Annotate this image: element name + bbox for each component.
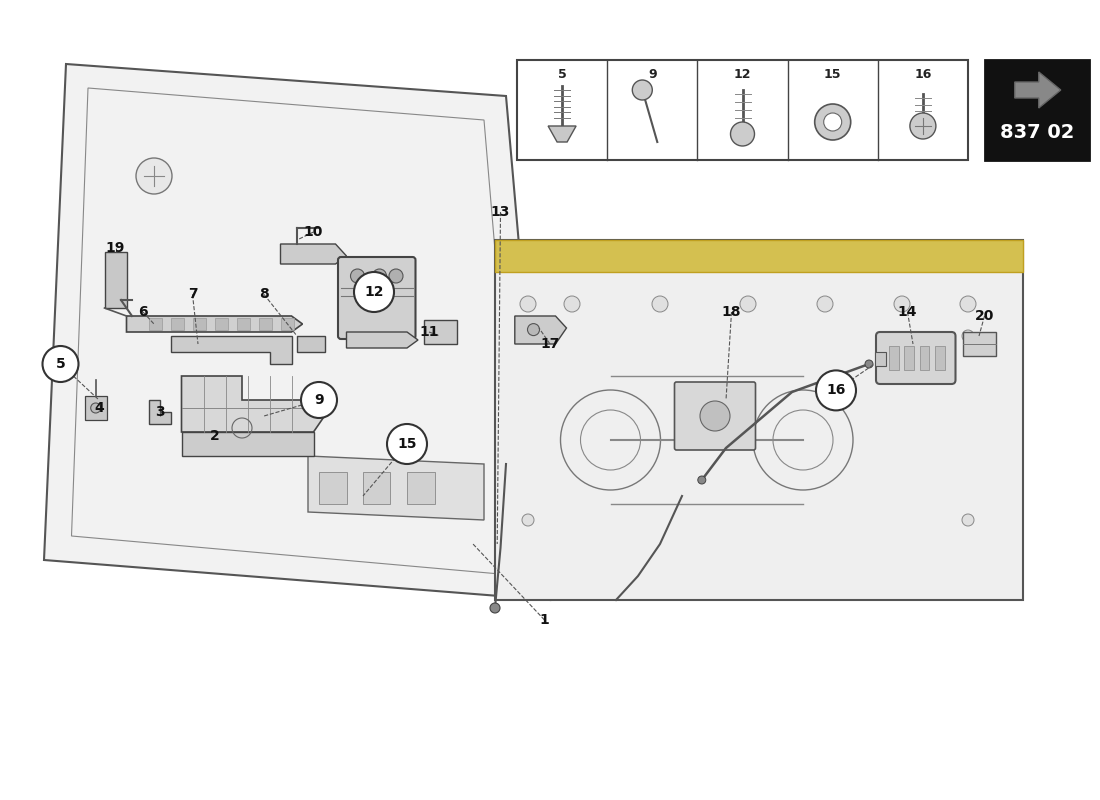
Bar bbox=[904, 346, 914, 370]
Polygon shape bbox=[495, 240, 1023, 272]
Bar bbox=[935, 346, 945, 370]
Text: 8: 8 bbox=[260, 287, 268, 302]
Bar bbox=[920, 346, 929, 370]
Circle shape bbox=[301, 382, 337, 418]
Polygon shape bbox=[424, 320, 456, 344]
Text: 6: 6 bbox=[139, 305, 147, 319]
Bar bbox=[85, 396, 107, 420]
Text: 12: 12 bbox=[364, 285, 384, 299]
Bar bbox=[148, 318, 162, 330]
Bar bbox=[984, 60, 1089, 160]
Circle shape bbox=[824, 113, 842, 131]
Bar bbox=[170, 318, 184, 330]
Circle shape bbox=[43, 346, 78, 382]
FancyBboxPatch shape bbox=[338, 257, 416, 339]
Circle shape bbox=[389, 269, 403, 283]
Circle shape bbox=[373, 269, 386, 283]
FancyBboxPatch shape bbox=[876, 332, 956, 384]
Circle shape bbox=[528, 323, 539, 336]
Polygon shape bbox=[308, 456, 484, 520]
Text: 4: 4 bbox=[95, 401, 103, 415]
Polygon shape bbox=[104, 252, 126, 308]
Bar bbox=[874, 352, 886, 366]
Text: 15: 15 bbox=[397, 437, 417, 451]
Polygon shape bbox=[126, 316, 302, 332]
Polygon shape bbox=[495, 240, 1023, 600]
Circle shape bbox=[894, 296, 910, 312]
Circle shape bbox=[910, 113, 936, 139]
Text: 9: 9 bbox=[648, 68, 657, 81]
Circle shape bbox=[817, 296, 833, 312]
Text: 5: 5 bbox=[56, 357, 65, 371]
Bar bbox=[962, 332, 996, 356]
Bar bbox=[214, 318, 228, 330]
FancyBboxPatch shape bbox=[674, 382, 756, 450]
Circle shape bbox=[960, 296, 976, 312]
Circle shape bbox=[136, 158, 172, 194]
Polygon shape bbox=[548, 126, 576, 142]
Circle shape bbox=[730, 122, 755, 146]
Circle shape bbox=[865, 360, 873, 368]
Polygon shape bbox=[148, 400, 170, 424]
Bar bbox=[258, 318, 272, 330]
Polygon shape bbox=[280, 244, 346, 264]
Bar bbox=[889, 346, 899, 370]
Polygon shape bbox=[182, 432, 314, 456]
Text: 9: 9 bbox=[315, 393, 323, 407]
Circle shape bbox=[351, 269, 364, 283]
Circle shape bbox=[652, 296, 668, 312]
Polygon shape bbox=[297, 336, 324, 352]
Bar bbox=[517, 60, 968, 160]
Circle shape bbox=[522, 330, 534, 342]
Text: 13: 13 bbox=[491, 205, 510, 219]
Text: a passion for cars since: a passion for cars since bbox=[408, 434, 692, 558]
Circle shape bbox=[815, 104, 850, 140]
Circle shape bbox=[962, 514, 974, 526]
Text: 17: 17 bbox=[540, 337, 560, 351]
Text: 3: 3 bbox=[155, 405, 164, 419]
Text: 15: 15 bbox=[824, 68, 842, 81]
Bar bbox=[407, 472, 434, 504]
Circle shape bbox=[632, 80, 652, 100]
Text: 19: 19 bbox=[106, 241, 125, 255]
Bar bbox=[192, 318, 206, 330]
Text: 10: 10 bbox=[304, 225, 323, 239]
Text: 1: 1 bbox=[540, 613, 549, 627]
Polygon shape bbox=[1014, 72, 1060, 108]
Circle shape bbox=[740, 296, 756, 312]
Circle shape bbox=[490, 603, 500, 613]
Polygon shape bbox=[182, 376, 324, 432]
Text: 18: 18 bbox=[722, 305, 741, 319]
Circle shape bbox=[962, 330, 974, 342]
Text: 16: 16 bbox=[914, 68, 932, 81]
Circle shape bbox=[387, 424, 427, 464]
Polygon shape bbox=[346, 332, 418, 348]
Text: 12: 12 bbox=[734, 68, 751, 81]
Polygon shape bbox=[170, 336, 292, 364]
Text: 7: 7 bbox=[188, 287, 197, 302]
Polygon shape bbox=[515, 316, 566, 344]
Circle shape bbox=[816, 370, 856, 410]
Bar bbox=[319, 472, 346, 504]
Text: 837 02: 837 02 bbox=[1000, 122, 1074, 142]
Circle shape bbox=[522, 514, 534, 526]
Bar bbox=[236, 318, 250, 330]
Text: eurospares: eurospares bbox=[230, 216, 914, 552]
Circle shape bbox=[697, 476, 706, 484]
Circle shape bbox=[90, 403, 101, 413]
Text: 20: 20 bbox=[975, 309, 994, 323]
Text: 5: 5 bbox=[558, 68, 566, 81]
Text: 16: 16 bbox=[826, 383, 846, 398]
Circle shape bbox=[700, 401, 730, 431]
Text: 11: 11 bbox=[419, 325, 439, 339]
Circle shape bbox=[520, 296, 536, 312]
Bar bbox=[280, 318, 294, 330]
Bar bbox=[363, 472, 390, 504]
Circle shape bbox=[354, 272, 394, 312]
Circle shape bbox=[564, 296, 580, 312]
Text: 14: 14 bbox=[898, 305, 917, 319]
Text: 2: 2 bbox=[210, 429, 219, 443]
Polygon shape bbox=[44, 64, 550, 600]
Text: 1985: 1985 bbox=[627, 482, 825, 606]
